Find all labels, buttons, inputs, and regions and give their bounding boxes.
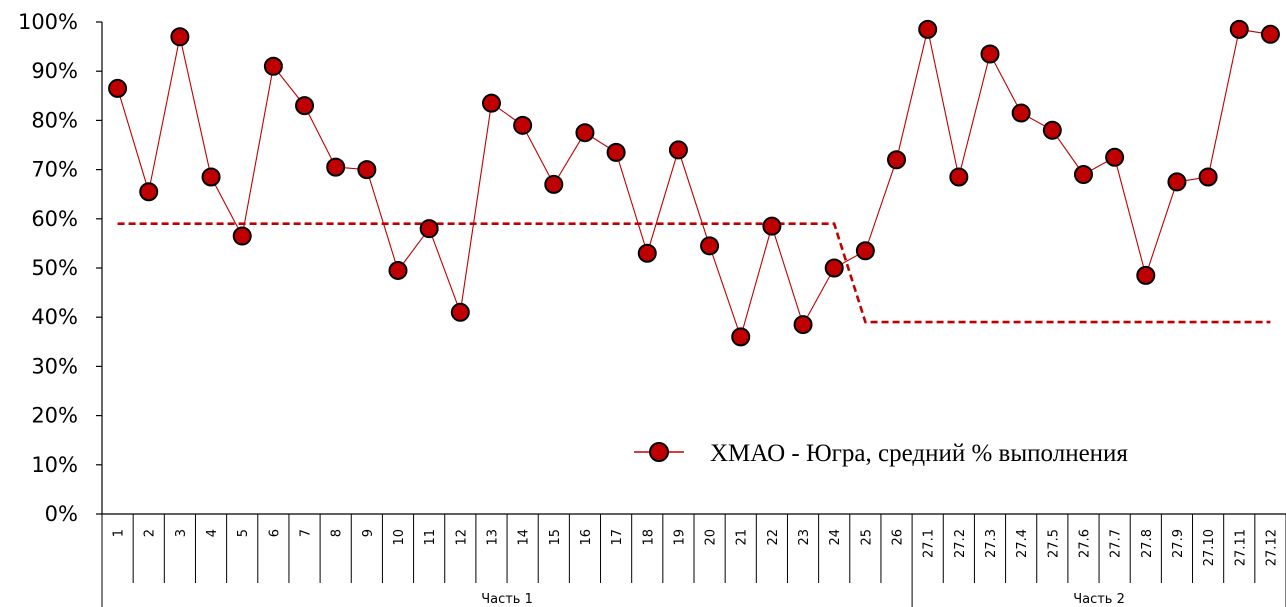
- data-point: [700, 236, 720, 256]
- y-tick-label: 0%: [45, 502, 78, 526]
- x-tick-label: 25: [859, 529, 874, 546]
- x-tick-label: 9: [361, 529, 376, 537]
- legend-label: ХМАО - Югра, средний % выполнения: [710, 440, 1128, 467]
- x-tick-label: 8: [330, 529, 345, 537]
- x-tick-label: 17: [610, 529, 625, 546]
- data-point: [481, 93, 501, 113]
- data-point: [295, 96, 315, 116]
- data-point: [232, 226, 252, 246]
- data-point: [263, 56, 283, 76]
- group-label: Часть 2: [1073, 592, 1125, 607]
- x-tick-label: 18: [641, 529, 656, 546]
- data-point: [326, 157, 346, 177]
- x-tick-label: 27.4: [1015, 529, 1030, 558]
- data-point: [1260, 24, 1280, 44]
- data-point: [450, 302, 470, 322]
- x-tick-label: 27.12: [1264, 529, 1279, 566]
- legend-marker-swatch: [649, 442, 669, 462]
- x-tick-label: 12: [454, 529, 469, 546]
- data-point: [887, 150, 907, 170]
- x-tick-label: 13: [485, 529, 500, 546]
- x-tick-label: 10: [392, 529, 407, 546]
- x-tick-label: 3: [174, 529, 189, 537]
- data-point: [1011, 103, 1031, 123]
- x-tick-label: 23: [797, 529, 812, 546]
- data-point: [949, 167, 969, 187]
- data-point: [1073, 165, 1093, 185]
- y-tick-label: 80%: [31, 108, 78, 132]
- data-point: [1198, 167, 1218, 187]
- data-point: [668, 140, 688, 160]
- data-point: [606, 142, 626, 162]
- x-tick-label: 19: [672, 529, 687, 546]
- y-tick-label: 30%: [31, 354, 78, 378]
- data-point: [1105, 147, 1125, 167]
- x-tick-label: 27.1: [922, 529, 937, 558]
- data-point: [419, 219, 439, 239]
- x-tick-label: 21: [735, 529, 750, 546]
- x-tick-label: 26: [891, 529, 906, 546]
- data-point: [170, 27, 190, 47]
- x-tick-label: 7: [299, 529, 314, 537]
- x-tick-label: 24: [828, 529, 843, 546]
- data-point: [513, 115, 533, 135]
- x-tick-label: 27.8: [1140, 529, 1155, 558]
- x-tick-label: 27.3: [984, 529, 999, 558]
- reference-dashed-line: [117, 222, 1271, 324]
- reference-line: [117, 222, 1271, 324]
- x-tick-label: 27.6: [1077, 529, 1092, 558]
- y-tick-label: 70%: [31, 158, 78, 182]
- data-point: [357, 160, 377, 180]
- x-tick-label: 15: [548, 529, 563, 546]
- y-tick-label: 50%: [31, 256, 78, 280]
- data-point: [139, 182, 159, 202]
- data-point: [980, 44, 1000, 64]
- x-tick-label: 11: [423, 529, 438, 546]
- y-tick-label: 90%: [31, 59, 78, 83]
- y-tick-label: 20%: [31, 404, 78, 428]
- data-point: [918, 19, 938, 39]
- data-point: [1136, 265, 1156, 285]
- x-tick-label: 27.5: [1046, 529, 1061, 558]
- x-axis: 1 2 3 4 5 6 7 8 9 10 11 12 13 14 15 16 17 18 19 20 21 22 23 24 2…: [101, 513, 1286, 607]
- x-tick-label: 27.9: [1171, 529, 1186, 558]
- x-tick-label: 16: [579, 529, 594, 546]
- data-point: [637, 243, 657, 263]
- data-point: [1042, 120, 1062, 140]
- data-point: [1167, 172, 1187, 192]
- x-tick-label: 1: [112, 529, 127, 537]
- data-point: [575, 123, 595, 143]
- data-point: [544, 174, 564, 194]
- data-point: [824, 258, 844, 278]
- data-point: [793, 315, 813, 335]
- series-polyline: [117, 28, 1271, 339]
- x-tick-label: 20: [704, 529, 719, 546]
- data-point: [762, 216, 782, 236]
- series-line: [108, 19, 1280, 347]
- y-tick-label: 40%: [31, 305, 78, 329]
- x-tick-label: 27.11: [1233, 529, 1248, 566]
- x-tick-label: 2: [143, 529, 158, 537]
- x-tick-label: 27.10: [1202, 529, 1217, 566]
- x-tick-label: 14: [517, 529, 532, 546]
- x-tick-label: 5: [236, 529, 251, 537]
- y-tick-label: 10%: [31, 453, 78, 477]
- x-tick-label: 27.2: [953, 529, 968, 558]
- data-point: [731, 327, 751, 347]
- y-tick-label: 60%: [31, 207, 78, 231]
- data-point: [1229, 19, 1249, 39]
- data-point: [855, 241, 875, 261]
- x-tick-label: 6: [267, 529, 282, 537]
- y-axis: 0% 10% 20% 30% 40% 50% 60% 70% 80% 90% 100%: [18, 10, 103, 526]
- x-tick-label: 27.7: [1109, 529, 1124, 558]
- x-tick-label: 22: [766, 529, 781, 546]
- x-tick-label: 4: [205, 529, 220, 537]
- y-tick-label: 100%: [18, 10, 78, 34]
- legend: ХМАО - Югра, средний % выполнения: [634, 440, 1128, 467]
- data-point: [201, 167, 221, 187]
- data-point: [388, 260, 408, 280]
- data-point: [108, 78, 128, 98]
- group-label: Часть 1: [481, 592, 533, 607]
